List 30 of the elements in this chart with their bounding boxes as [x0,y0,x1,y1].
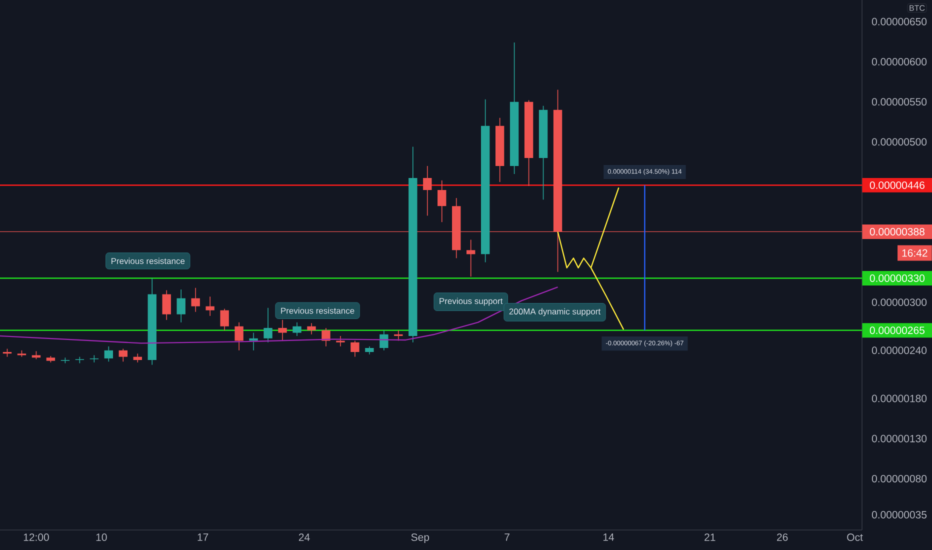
y-tick-label: 0.00000180 [872,394,927,402]
text: BTC [910,5,925,11]
x-tick-label: 10 [96,534,107,541]
y-tick-label: 0.00000600 [872,58,927,66]
y-tick-label: 0.00000080 [872,474,927,482]
x-tick-label: Oct [847,534,863,541]
y-tick-label: 0.00000300 [872,298,927,306]
annotation: Previous resistance [281,308,354,314]
ref-line-label: 0.00000388 [870,228,924,236]
annotation: Previous support [440,298,503,306]
x-tick-label: Sep [411,534,430,544]
x-tick-label: 14 [603,534,614,541]
text: 16:42 [902,249,928,257]
y-tick-label: 0.00000035 [872,511,927,518]
x-tick-label: 17 [198,534,208,541]
ref-line-label: 0.00000265 [870,326,925,334]
annotation: Previous resistance [112,258,185,264]
ref-line-label: 0.00000446 [870,182,924,189]
x-tick-label: 26 [777,534,788,541]
y-tick-label: 0.00000240 [872,346,927,354]
ref-line-label: 0.00000330 [870,274,925,282]
x-tick-label: 21 [704,534,716,541]
x-tick-label: 12:00 [24,534,49,541]
x-tick-label: 24 [298,534,310,541]
y-tick-label: 0.00000650 [872,18,927,26]
y-tick-label: 0.00000550 [872,98,927,106]
y-tick-label: 0.00000500 [872,138,927,146]
x-tick-label: 7 [504,534,510,541]
annotation: 200MA dynamic support [509,308,600,316]
y-tick-label: 0.00000130 [872,434,927,442]
